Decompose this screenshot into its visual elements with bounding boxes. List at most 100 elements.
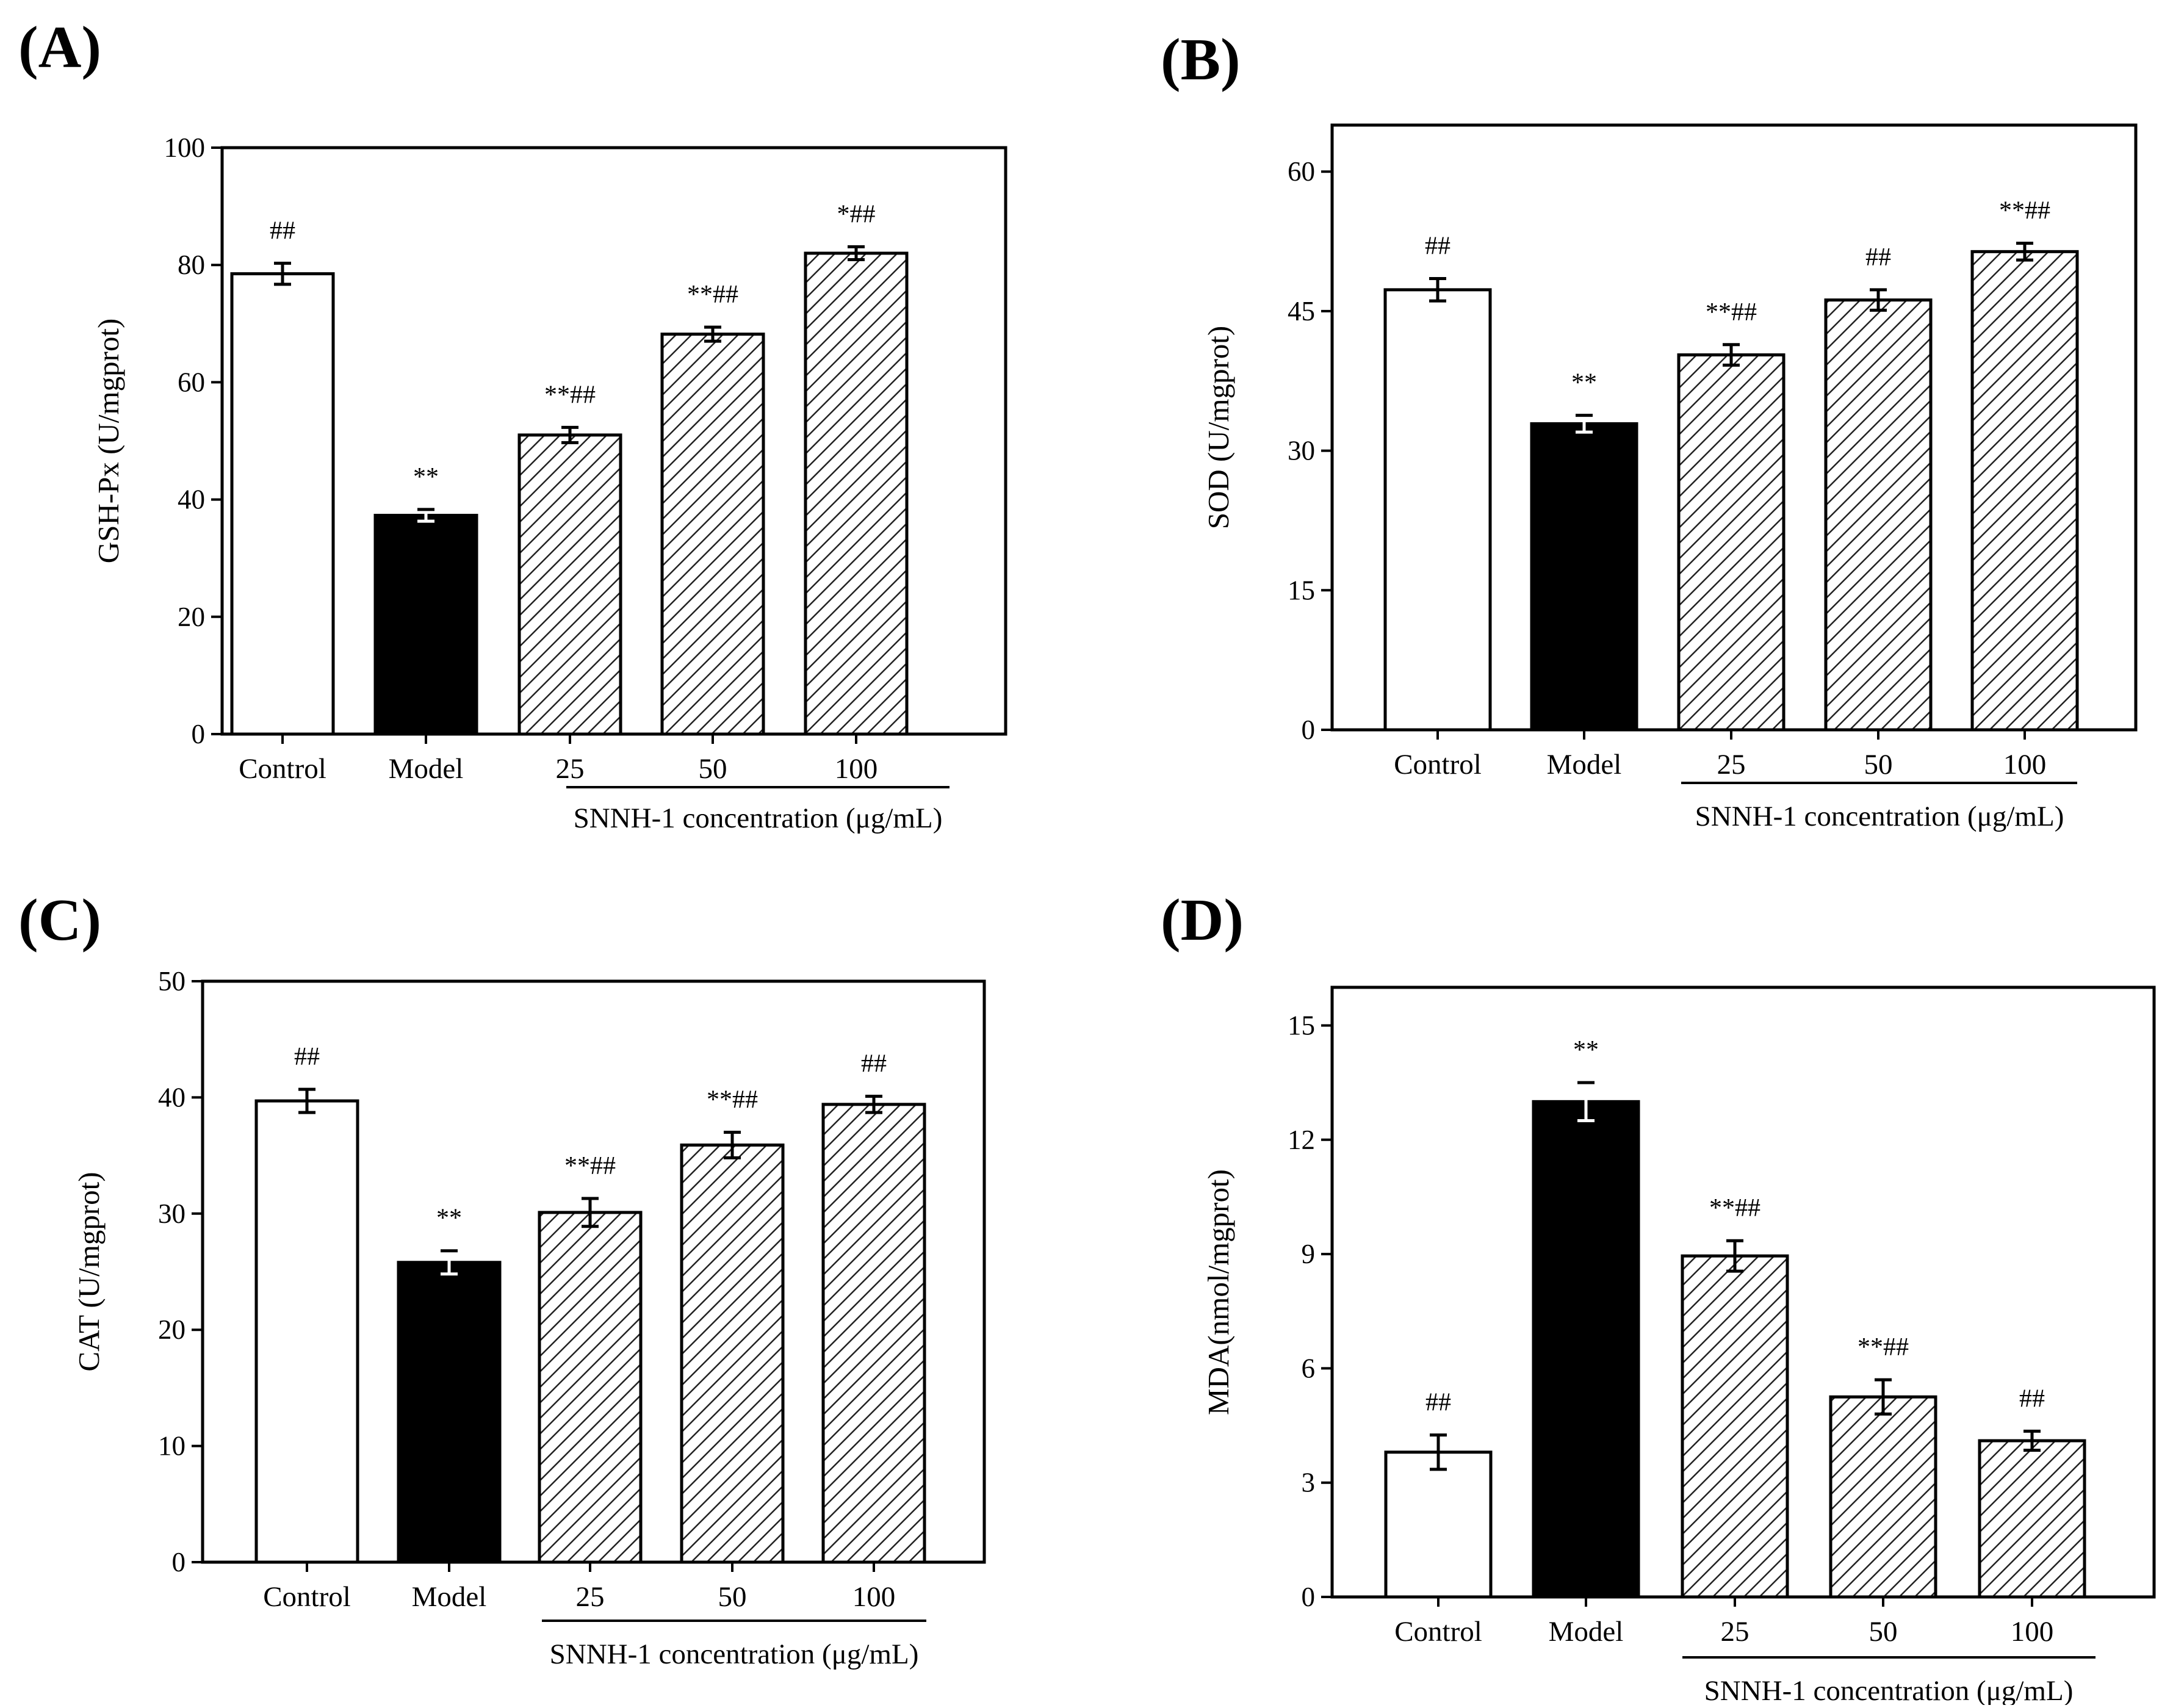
category-label: 100 bbox=[2003, 749, 2047, 780]
category-label: Model bbox=[412, 1581, 487, 1613]
y-tick-label: 0 bbox=[1302, 715, 1316, 745]
category-label: 50 bbox=[718, 1581, 747, 1613]
bar-50 bbox=[660, 333, 765, 736]
y-tick-label: 40 bbox=[158, 1082, 186, 1112]
category-label: 100 bbox=[835, 753, 878, 785]
category-label: Control bbox=[239, 753, 326, 785]
significance-label: **## bbox=[1858, 1333, 1909, 1361]
panel-label: (B) bbox=[1161, 27, 1241, 93]
chart-panel-2: (B) 0 15 30 45 60 SOD (U/mgprot) ## Control ** Mod… bbox=[1161, 27, 2138, 832]
category-label: Control bbox=[263, 1581, 351, 1613]
y-axis-label: GSH-Px (U/mgprot) bbox=[92, 319, 125, 564]
y-tick-label: 30 bbox=[1288, 436, 1315, 466]
significance-label: ## bbox=[1865, 243, 1891, 272]
bar-control bbox=[1384, 1450, 1493, 1599]
y-tick-label: 20 bbox=[178, 602, 205, 632]
y-axis-label: CAT (U/mgprot) bbox=[72, 1172, 106, 1371]
category-label: 25 bbox=[556, 753, 585, 785]
y-tick-label: 45 bbox=[1288, 296, 1315, 326]
bar-100 bbox=[1970, 250, 2079, 732]
category-label: 100 bbox=[2011, 1616, 2054, 1648]
significance-label: **## bbox=[1706, 298, 1757, 326]
group-label: SNNH-1 concentration (μg/mL) bbox=[1695, 801, 2064, 832]
category-label: 25 bbox=[1717, 749, 1746, 780]
significance-label: **## bbox=[544, 381, 596, 409]
significance-label: *## bbox=[837, 200, 876, 228]
bar-control bbox=[254, 1099, 359, 1564]
bar-model bbox=[1532, 1100, 1640, 1599]
significance-label: ** bbox=[1571, 369, 1597, 397]
panel-label: (D) bbox=[1161, 887, 1244, 953]
y-tick-label: 15 bbox=[1288, 575, 1315, 605]
category-label: Model bbox=[1547, 749, 1622, 780]
category-label: Model bbox=[1549, 1616, 1624, 1648]
category-label: Control bbox=[1394, 749, 1482, 780]
bar-25 bbox=[538, 1211, 643, 1564]
y-tick-label: 9 bbox=[1302, 1239, 1316, 1269]
bar-100 bbox=[1978, 1439, 2086, 1599]
bar-50 bbox=[680, 1143, 785, 1564]
category-label: 50 bbox=[1864, 749, 1893, 780]
group-label: SNNH-1 concentration (μg/mL) bbox=[550, 1638, 919, 1670]
bar-25 bbox=[1677, 353, 1786, 732]
y-tick-label: 15 bbox=[1288, 1010, 1315, 1040]
significance-label: ## bbox=[294, 1043, 320, 1071]
y-tick-label: 0 bbox=[192, 719, 206, 749]
category-label: 50 bbox=[1869, 1616, 1898, 1648]
category-label: Control bbox=[1394, 1616, 1482, 1648]
significance-label: ** bbox=[436, 1205, 462, 1233]
significance-label: **## bbox=[564, 1152, 616, 1180]
y-tick-label: 12 bbox=[1288, 1125, 1315, 1155]
category-label: 100 bbox=[852, 1581, 896, 1613]
bar-control bbox=[1383, 288, 1492, 732]
significance-label: **## bbox=[1999, 197, 2050, 225]
panel-label: (C) bbox=[18, 887, 101, 953]
bar-100 bbox=[821, 1103, 926, 1564]
bar-model bbox=[373, 514, 478, 736]
y-tick-label: 20 bbox=[158, 1314, 186, 1345]
bar-model bbox=[397, 1261, 502, 1564]
category-label: 50 bbox=[699, 753, 727, 785]
category-label: 25 bbox=[1721, 1616, 1750, 1648]
bar-50 bbox=[1829, 1395, 1937, 1599]
significance-label: **## bbox=[687, 281, 738, 309]
significance-label: ## bbox=[1425, 232, 1450, 261]
y-tick-label: 3 bbox=[1302, 1468, 1316, 1498]
panel-label: (A) bbox=[18, 15, 101, 81]
y-axis-label: MDA(nmol/mgprot) bbox=[1202, 1169, 1235, 1415]
bar-25 bbox=[517, 433, 622, 736]
y-tick-label: 0 bbox=[172, 1547, 186, 1577]
y-tick-label: 60 bbox=[178, 367, 205, 397]
group-label: SNNH-1 concentration (μg/mL) bbox=[1704, 1675, 2074, 1705]
y-axis-label: SOD (U/mgprot) bbox=[1202, 326, 1235, 529]
y-tick-label: 40 bbox=[178, 485, 205, 515]
chart-panel-1: (A) 0 20 40 60 80 100 GSH-Px (U/mgprot) ## Contro… bbox=[18, 15, 1007, 834]
significance-label: ## bbox=[2019, 1385, 2045, 1413]
bar-100 bbox=[804, 251, 909, 736]
bar-control bbox=[230, 272, 335, 736]
y-tick-label: 60 bbox=[1288, 156, 1315, 187]
y-tick-label: 0 bbox=[1302, 1582, 1316, 1612]
category-label: Model bbox=[389, 753, 464, 785]
significance-label: **## bbox=[707, 1086, 758, 1114]
y-tick-label: 100 bbox=[164, 132, 206, 163]
bar-25 bbox=[1681, 1254, 1789, 1599]
significance-label: ## bbox=[1425, 1389, 1451, 1417]
significance-label: ** bbox=[413, 463, 439, 491]
chart-panel-4: (D) 0 3 6 9 12 15 MDA(nmol/mgprot) ## Control ** Mo… bbox=[1161, 887, 2156, 1707]
significance-label: ** bbox=[1573, 1036, 1599, 1064]
y-tick-label: 80 bbox=[178, 250, 205, 280]
category-label: 25 bbox=[576, 1581, 605, 1613]
significance-label: **## bbox=[1709, 1194, 1760, 1222]
y-tick-label: 30 bbox=[158, 1198, 186, 1229]
y-tick-label: 50 bbox=[158, 966, 186, 996]
bar-model bbox=[1530, 422, 1638, 732]
y-tick-label: 6 bbox=[1302, 1353, 1316, 1383]
group-label: SNNH-1 concentration (μg/mL) bbox=[574, 802, 943, 834]
significance-label: ## bbox=[861, 1050, 887, 1078]
y-tick-label: 10 bbox=[158, 1431, 186, 1461]
significance-label: ## bbox=[270, 217, 295, 245]
chart-panel-3: (C) 0 10 20 30 40 50 CAT (U/mgprot) ## Control ** M… bbox=[18, 887, 986, 1670]
